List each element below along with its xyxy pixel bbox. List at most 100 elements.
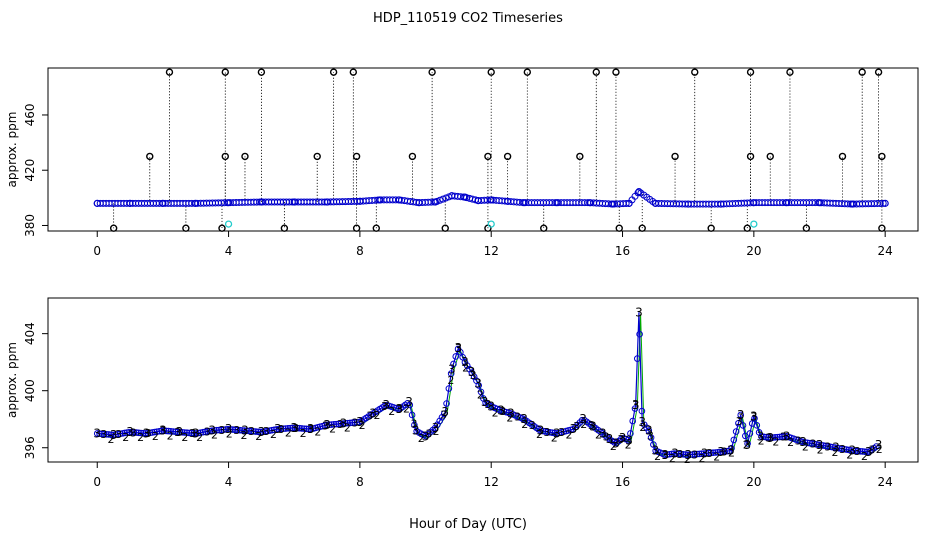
series-point [247,427,255,435]
series-point [450,360,457,368]
point-label-3: 3 [225,422,233,436]
series-point [234,426,241,434]
x-tick-label: 0 [93,475,101,489]
series-point [712,449,719,456]
low-outlier-point [182,224,190,232]
high-outlier-point [874,68,883,76]
marker-3: 3 [869,444,876,457]
point-label-3: 3 [290,421,298,435]
marker-2: 2 [285,427,292,440]
marker-3: 3 [100,428,107,441]
point-label-3: 3 [743,438,751,452]
series-point [282,425,289,432]
point-label-3: 3 [143,426,151,440]
marker-2: 2 [344,421,351,434]
series-point [696,450,703,458]
series-point [259,428,267,436]
marker-2: 2 [477,388,484,401]
marker-3: 3 [337,418,344,431]
marker-2: 2 [610,440,617,453]
point-label-3: 3 [701,446,709,460]
baseline-fill-point [442,194,450,202]
series-point [737,411,745,419]
marker-3: 3 [219,424,226,437]
low-outlier-point [878,224,886,232]
series-point [165,427,172,435]
marker-3: 3 [647,430,654,443]
marker-3: 3 [662,449,669,462]
marker-2: 2 [152,430,159,443]
point-label-3: 3 [619,431,627,445]
marker-2: 2 [388,405,395,418]
series-point [252,428,260,435]
x-tick-label: 4 [225,244,233,258]
point-label-3: 3 [369,407,377,421]
mid-outlier-point [313,152,321,161]
point-label-3: 3 [176,425,184,439]
series-point [833,444,841,452]
series-point [100,430,108,438]
marker-2: 2 [462,361,469,374]
low-outlier-point [372,224,381,232]
mid-outlier-point [576,152,584,161]
series-point [845,446,853,454]
series-point [305,425,312,433]
series-point [275,425,283,433]
series-point [744,440,751,447]
series-point [663,451,671,458]
series-point [675,450,682,458]
series-point [764,434,772,441]
marker-2: 2 [817,443,824,456]
marker-3: 3 [145,427,152,440]
series-point [546,428,554,436]
series-point [151,428,158,436]
point-label-3: 3 [405,395,413,409]
marker-2: 2 [831,446,838,459]
mid-outlier-point [838,152,847,161]
high-outlier-point [523,68,532,76]
baseline-fill-point [436,196,444,204]
series-point [804,439,811,447]
marker-2: 2 [433,425,440,438]
series-point [342,420,349,427]
series-point [229,426,237,433]
series-point [224,425,232,433]
series-point [197,429,204,436]
point-label-3: 3 [455,341,463,355]
point-label-3: 3 [569,422,577,436]
series-point [700,450,708,457]
series-point [105,431,113,438]
series-point [222,426,230,433]
series-point [578,416,586,424]
series-point [296,424,303,432]
series-point [406,401,414,409]
mid-outlier-point [241,152,249,161]
series-point [337,420,345,428]
series-point [698,450,705,458]
marker-2: 2 [551,431,558,444]
x-tick-label: 8 [356,244,364,258]
series-point [408,411,416,419]
series-point [241,427,248,434]
series-point [238,427,246,434]
marker-2: 2 [698,452,705,465]
series-point [236,426,244,434]
marker-2: 2 [211,429,218,442]
high-outlier-point [257,68,266,76]
point-label-3: 3 [832,441,840,455]
series-point [666,450,673,458]
high-outlier-point [487,68,495,76]
point-label-3: 3 [865,445,873,459]
series-point [192,430,200,437]
x-tick-label: 16 [615,475,630,489]
plot-frame [47,67,919,232]
baseline-point [635,188,643,196]
high-outlier-point [786,68,794,76]
point-label-3: 3 [307,422,315,436]
series-point [257,428,264,436]
point-label-3: 3 [110,428,118,442]
marker-3: 3 [322,419,329,432]
point-label-3: 3 [579,412,587,426]
series-point [183,429,191,437]
